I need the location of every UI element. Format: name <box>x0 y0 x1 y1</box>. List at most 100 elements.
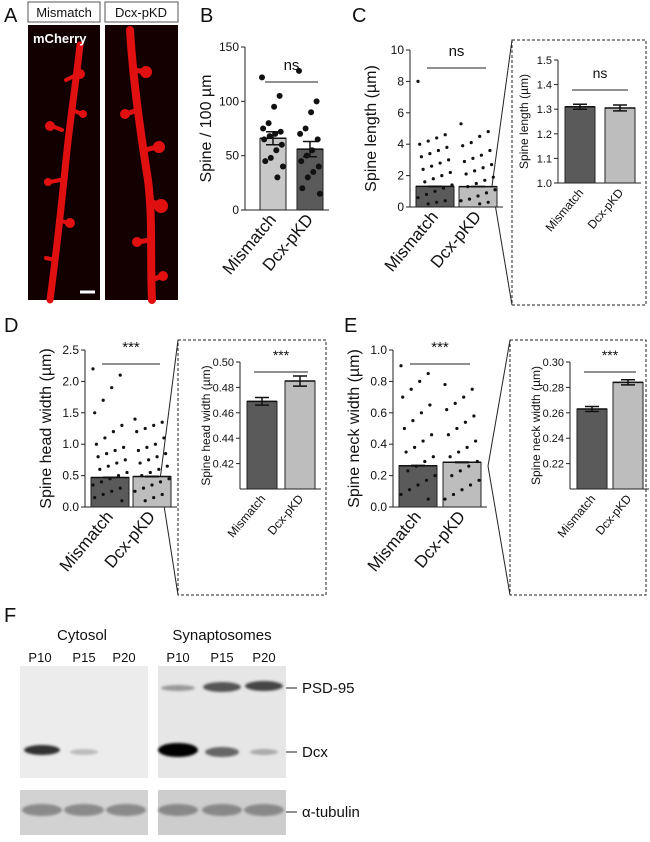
data-point <box>416 483 419 486</box>
data-point <box>304 153 310 159</box>
data-point <box>471 388 474 391</box>
y-tick-label: 2.0 <box>62 374 79 388</box>
data-point <box>468 198 471 201</box>
data-point <box>423 180 426 183</box>
significance: *** <box>602 347 619 363</box>
data-point <box>460 488 463 491</box>
bar <box>247 401 277 489</box>
data-point <box>420 155 423 158</box>
panel-letter: F <box>4 605 16 627</box>
data-point <box>427 139 430 142</box>
y-tick-label: 100 <box>219 94 239 108</box>
data-point <box>107 465 110 468</box>
data-point <box>445 408 448 411</box>
data-point <box>259 74 265 80</box>
data-point <box>459 199 462 202</box>
y-tick-label: 1.0 <box>537 178 552 190</box>
data-point <box>119 487 122 490</box>
data-point <box>452 493 455 496</box>
significance: *** <box>273 347 290 363</box>
data-point <box>161 421 164 424</box>
panel-letter: A <box>4 5 18 27</box>
y-tick-label: 6 <box>397 106 404 120</box>
data-point <box>413 446 416 449</box>
data-point <box>444 133 447 136</box>
data-point <box>150 483 153 486</box>
data-point <box>439 161 442 164</box>
data-point <box>157 468 160 471</box>
data-point <box>422 168 425 171</box>
data-point <box>399 493 402 496</box>
lane-label: P10 <box>28 650 51 665</box>
bar <box>133 477 171 507</box>
data-point <box>305 174 311 180</box>
data-point <box>149 471 152 474</box>
x-tick-label: Dcx-pKD <box>265 492 307 538</box>
data-point <box>102 493 105 496</box>
data-point <box>119 374 122 377</box>
data-point <box>142 487 145 490</box>
data-point <box>482 166 485 169</box>
y-tick-label: 0.0 <box>370 500 387 514</box>
data-point <box>260 126 266 132</box>
y-tick-label: 0 <box>232 203 239 217</box>
data-point <box>95 443 98 446</box>
data-point <box>280 164 286 170</box>
data-point <box>133 417 136 420</box>
data-point <box>117 474 120 477</box>
data-point <box>124 458 127 461</box>
data-point <box>308 109 314 115</box>
data-point <box>459 122 462 125</box>
data-point <box>490 163 493 166</box>
y-tick-label: 1.0 <box>62 437 79 451</box>
data-point <box>154 443 157 446</box>
data-point <box>114 449 117 452</box>
condition-label: Mismatch <box>36 5 92 20</box>
data-point <box>408 488 411 491</box>
bar <box>613 382 643 489</box>
data-point <box>416 196 419 199</box>
data-point <box>432 177 435 180</box>
data-point <box>450 474 453 477</box>
condition-label: Dcx-pKD <box>115 5 167 20</box>
data-point <box>474 439 477 442</box>
data-point <box>464 421 467 424</box>
y-tick-label: 1.5 <box>537 55 552 67</box>
data-point <box>423 460 426 463</box>
data-point <box>268 155 274 161</box>
panel-letter: C <box>352 5 366 27</box>
y-tick-label: 0.50 <box>213 357 234 369</box>
data-point <box>103 436 106 439</box>
data-point <box>485 191 488 194</box>
data-point <box>492 176 495 179</box>
data-point <box>401 396 404 399</box>
data-point <box>444 199 447 202</box>
y-tick-label: 0.44 <box>213 433 234 445</box>
data-point <box>91 483 94 486</box>
panel-letter: D <box>4 315 18 337</box>
y-tick-label: 1.0 <box>370 343 387 357</box>
data-point <box>299 185 305 191</box>
data-point <box>152 496 155 499</box>
lane-label: P10 <box>166 650 189 665</box>
y-tick-label: 1.2 <box>537 129 552 141</box>
data-point <box>167 477 170 480</box>
data-point <box>476 194 479 197</box>
data-point <box>411 419 414 422</box>
data-point <box>144 427 147 430</box>
data-point <box>430 165 433 168</box>
data-point <box>102 399 105 402</box>
data-point <box>435 136 438 139</box>
data-point <box>433 190 436 193</box>
data-point <box>427 498 430 501</box>
data-point <box>445 146 448 149</box>
y-axis-label: Spine / 100 µm <box>198 75 215 183</box>
data-point <box>98 468 101 471</box>
error-bar <box>133 476 171 477</box>
data-point <box>314 98 320 104</box>
data-point <box>310 169 316 175</box>
significance: ns <box>449 43 465 60</box>
x-tick-label: Mismatch <box>555 492 599 540</box>
y-tick-label: 0.48 <box>213 382 234 394</box>
